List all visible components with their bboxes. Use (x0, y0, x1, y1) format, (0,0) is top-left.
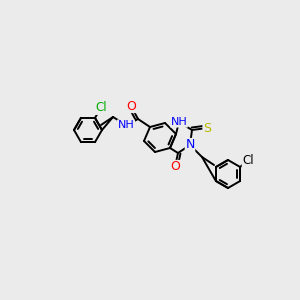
Text: O: O (126, 100, 136, 112)
Text: NH: NH (171, 117, 188, 127)
Text: Cl: Cl (242, 154, 254, 166)
Text: Cl: Cl (95, 101, 107, 114)
Text: N: N (185, 139, 195, 152)
Text: O: O (170, 160, 180, 173)
Text: S: S (203, 122, 211, 134)
Text: NH: NH (118, 120, 134, 130)
